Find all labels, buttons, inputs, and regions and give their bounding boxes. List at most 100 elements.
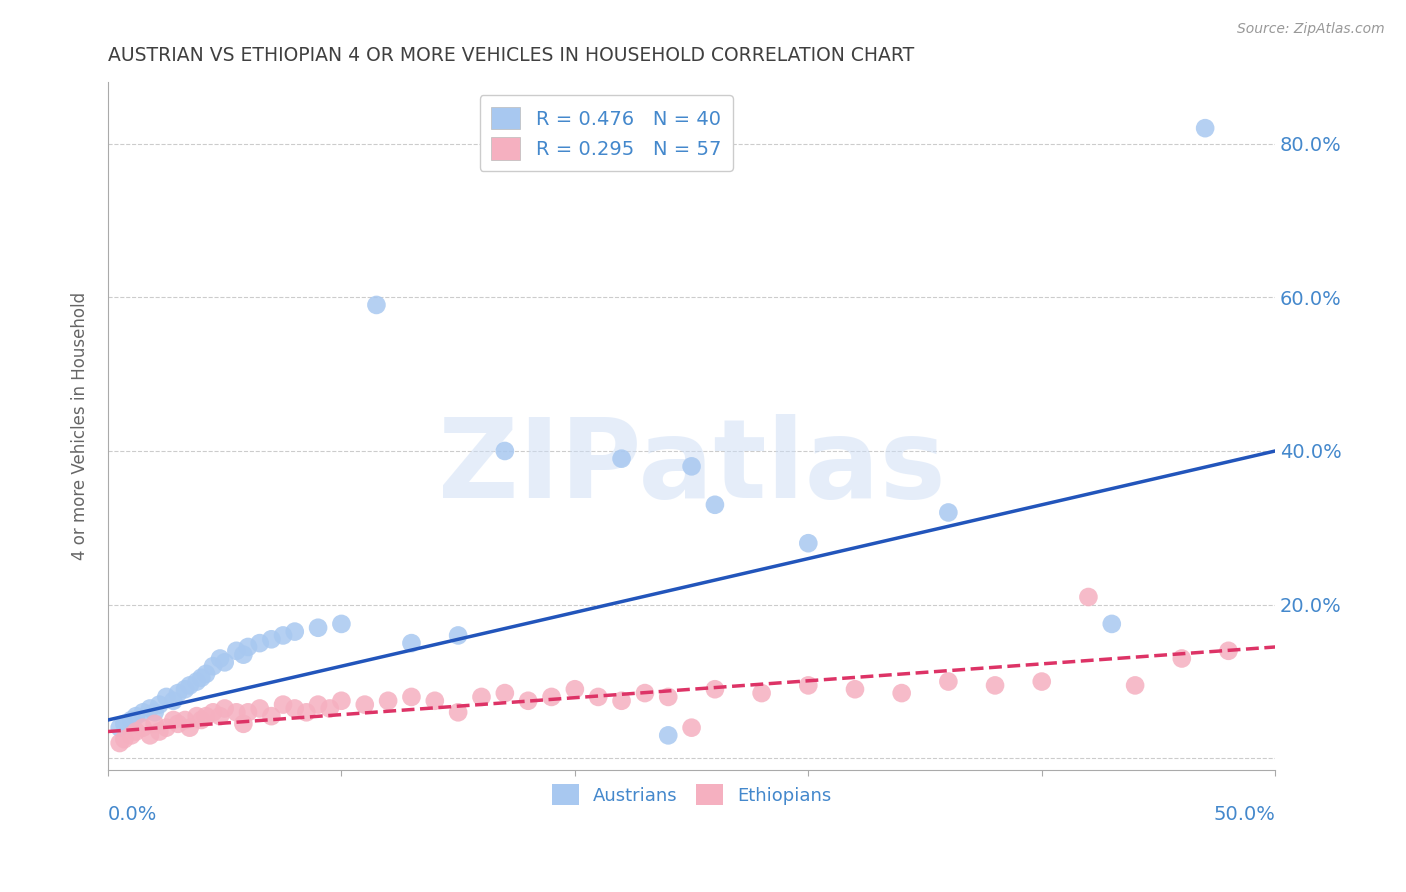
Point — [179, 721, 201, 735]
Point — [139, 728, 162, 742]
Point — [401, 636, 423, 650]
Point — [190, 713, 212, 727]
Point — [195, 709, 218, 723]
Point — [295, 706, 318, 720]
Point — [125, 724, 148, 739]
Point — [330, 694, 353, 708]
Point — [162, 694, 184, 708]
Text: 0.0%: 0.0% — [108, 805, 157, 823]
Y-axis label: 4 or more Vehicles in Household: 4 or more Vehicles in Household — [72, 292, 89, 560]
Point — [307, 698, 329, 712]
Point — [249, 636, 271, 650]
Point — [657, 728, 679, 742]
Point — [1194, 121, 1216, 136]
Point — [120, 728, 142, 742]
Point — [703, 682, 725, 697]
Point — [564, 682, 586, 697]
Point — [657, 690, 679, 704]
Point — [186, 674, 208, 689]
Point — [517, 694, 540, 708]
Point — [1101, 616, 1123, 631]
Point — [186, 709, 208, 723]
Point — [938, 674, 960, 689]
Point — [143, 706, 166, 720]
Point — [202, 659, 225, 673]
Legend: Austrians, Ethiopians: Austrians, Ethiopians — [544, 777, 839, 813]
Point — [148, 698, 170, 712]
Text: AUSTRIAN VS ETHIOPIAN 4 OR MORE VEHICLES IN HOUSEHOLD CORRELATION CHART: AUSTRIAN VS ETHIOPIAN 4 OR MORE VEHICLES… — [108, 46, 914, 65]
Point — [938, 506, 960, 520]
Point — [214, 656, 236, 670]
Point — [249, 701, 271, 715]
Point — [494, 444, 516, 458]
Point — [214, 701, 236, 715]
Point — [143, 716, 166, 731]
Text: ZIPatlas: ZIPatlas — [437, 414, 945, 521]
Point — [681, 459, 703, 474]
Point — [209, 651, 232, 665]
Point — [167, 686, 190, 700]
Point — [236, 640, 259, 654]
Text: Source: ZipAtlas.com: Source: ZipAtlas.com — [1237, 22, 1385, 37]
Point — [174, 713, 197, 727]
Point — [307, 621, 329, 635]
Point — [139, 701, 162, 715]
Point — [610, 694, 633, 708]
Point — [751, 686, 773, 700]
Point — [179, 678, 201, 692]
Point — [225, 706, 247, 720]
Point — [1123, 678, 1146, 692]
Point — [155, 721, 177, 735]
Point — [319, 701, 342, 715]
Point — [1218, 644, 1240, 658]
Point — [202, 706, 225, 720]
Point — [120, 713, 142, 727]
Point — [423, 694, 446, 708]
Point — [401, 690, 423, 704]
Point — [540, 690, 562, 704]
Point — [634, 686, 657, 700]
Text: 50.0%: 50.0% — [1213, 805, 1275, 823]
Point — [353, 698, 375, 712]
Point — [271, 628, 294, 642]
Point — [132, 706, 155, 720]
Point — [703, 498, 725, 512]
Point — [890, 686, 912, 700]
Point — [162, 713, 184, 727]
Point — [125, 709, 148, 723]
Point — [225, 644, 247, 658]
Point — [195, 666, 218, 681]
Point — [108, 736, 131, 750]
Point — [132, 721, 155, 735]
Point — [148, 724, 170, 739]
Point — [797, 678, 820, 692]
Point — [984, 678, 1007, 692]
Point — [236, 706, 259, 720]
Point — [174, 682, 197, 697]
Point — [586, 690, 609, 704]
Point — [470, 690, 492, 704]
Point — [610, 451, 633, 466]
Point — [232, 716, 254, 731]
Point — [112, 716, 135, 731]
Point — [209, 709, 232, 723]
Point — [190, 671, 212, 685]
Point — [112, 732, 135, 747]
Point — [155, 690, 177, 704]
Point — [1031, 674, 1053, 689]
Point — [167, 716, 190, 731]
Point — [1077, 590, 1099, 604]
Point — [1171, 651, 1194, 665]
Point — [330, 616, 353, 631]
Point — [260, 632, 283, 647]
Point — [108, 721, 131, 735]
Point — [447, 706, 470, 720]
Point — [844, 682, 866, 697]
Point — [260, 709, 283, 723]
Point — [284, 624, 307, 639]
Point — [494, 686, 516, 700]
Point — [232, 648, 254, 662]
Point — [797, 536, 820, 550]
Point — [377, 694, 399, 708]
Point — [284, 701, 307, 715]
